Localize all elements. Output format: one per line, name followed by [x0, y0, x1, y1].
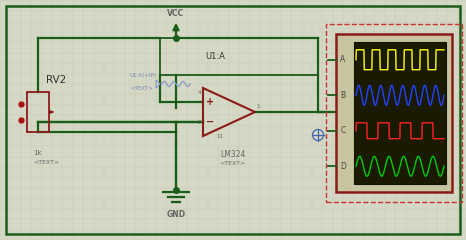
Text: +: + — [206, 97, 214, 107]
Text: U1:A: U1:A — [205, 52, 225, 61]
Text: VCC: VCC — [167, 9, 185, 18]
Text: 4: 4 — [198, 90, 201, 95]
Text: 2: 2 — [198, 120, 201, 125]
Bar — [336, 34, 452, 192]
Text: <TEXT>: <TEXT> — [33, 160, 59, 165]
Text: A: A — [340, 55, 346, 64]
Bar — [326, 24, 462, 202]
Text: −: − — [206, 117, 214, 127]
Bar — [354, 42, 446, 184]
Text: <TEXT>: <TEXT> — [130, 86, 153, 91]
Text: C: C — [340, 126, 346, 135]
Text: LM324: LM324 — [220, 150, 246, 159]
Bar — [160, 38, 318, 75]
Bar — [27, 92, 49, 132]
Text: U1:A(+IP): U1:A(+IP) — [130, 73, 157, 78]
Text: B: B — [341, 91, 346, 100]
Text: 1k: 1k — [33, 150, 41, 156]
Text: 1: 1 — [256, 104, 260, 109]
Text: D: D — [340, 162, 346, 171]
Text: GND: GND — [166, 210, 185, 219]
Text: 11: 11 — [216, 134, 223, 139]
Text: <TEXT>: <TEXT> — [220, 161, 246, 166]
Text: RV2: RV2 — [46, 75, 66, 85]
